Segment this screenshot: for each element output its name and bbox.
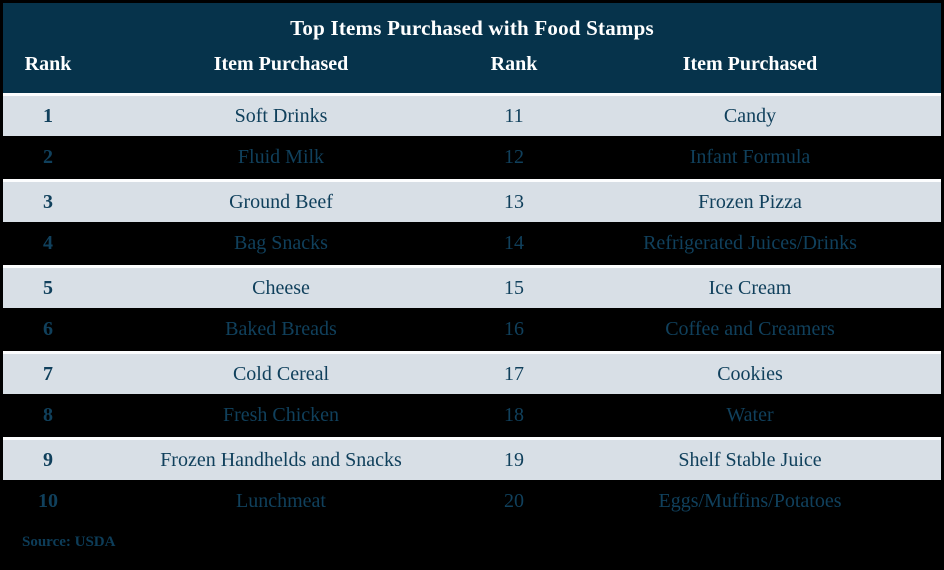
- rank-cell: 14: [504, 232, 524, 254]
- item-cell: Soft Drinks: [234, 104, 328, 127]
- item-cell: Cookies: [717, 362, 783, 385]
- rank-cell: 13: [504, 190, 524, 213]
- rank-cell: 8: [43, 404, 53, 426]
- item-cell: Fluid Milk: [237, 146, 325, 168]
- table-row: 4 Bag Snacks 14 Refrigerated Juices/Drin…: [3, 222, 941, 265]
- item-cell: Coffee and Creamers: [665, 318, 835, 340]
- column-header-rank-left: Rank: [24, 53, 72, 75]
- rank-cell: 17: [504, 362, 524, 385]
- rank-cell: 19: [504, 448, 524, 471]
- table-row: 1 Soft Drinks 11 Candy: [3, 93, 941, 136]
- column-header-rank-right: Rank: [490, 53, 538, 75]
- table-row: 2 Fluid Milk 12 Infant Formula: [3, 136, 941, 179]
- item-cell: Candy: [723, 104, 777, 127]
- table-row: 3 Ground Beef 13 Frozen Pizza: [3, 179, 941, 222]
- rank-cell: 6: [43, 318, 53, 340]
- rank-cell: 18: [504, 404, 524, 426]
- rank-cell: 11: [504, 104, 524, 127]
- item-cell: Refrigerated Juices/Drinks: [643, 232, 857, 254]
- item-cell: Cheese: [252, 276, 310, 299]
- table-row: 5 Cheese 15 Ice Cream: [3, 265, 941, 308]
- item-cell: Infant Formula: [689, 146, 811, 168]
- item-cell: Shelf Stable Juice: [678, 448, 822, 471]
- rank-cell: 9: [43, 448, 53, 471]
- table-row: 10 Lunchmeat 20 Eggs/Muffins/Potatoes: [3, 480, 941, 523]
- rank-cell: 3: [43, 190, 53, 213]
- rank-cell: 16: [504, 318, 524, 340]
- rank-cell: 2: [43, 146, 53, 168]
- rank-cell: 7: [43, 362, 53, 385]
- rank-cell: 5: [43, 276, 53, 299]
- item-cell: Eggs/Muffins/Potatoes: [658, 490, 842, 512]
- item-cell: Ice Cream: [708, 276, 792, 299]
- item-cell: Water: [726, 404, 774, 426]
- table-header: Top Items Purchased with Food Stamps Ran…: [3, 3, 941, 93]
- item-cell: Fresh Chicken: [222, 404, 340, 426]
- table-row: 9 Frozen Handhelds and Snacks 19 Shelf S…: [3, 437, 941, 480]
- column-header-item-right: Item Purchased: [682, 53, 818, 75]
- rank-cell: 20: [504, 490, 524, 512]
- rank-cell: 10: [38, 490, 58, 512]
- item-cell: Frozen Pizza: [698, 190, 802, 213]
- rank-cell: 12: [504, 146, 524, 168]
- table-row: 6 Baked Breads 16 Coffee and Creamers: [3, 308, 941, 351]
- item-cell: Ground Beef: [229, 190, 333, 213]
- item-cell: Bag Snacks: [234, 232, 328, 254]
- source-note: Source: USDA: [22, 534, 116, 550]
- rank-cell: 4: [43, 232, 53, 254]
- item-cell: Cold Cereal: [232, 362, 330, 385]
- table-title: Top Items Purchased with Food Stamps: [290, 16, 654, 40]
- column-header-item-left: Item Purchased: [213, 53, 349, 75]
- column-header-row: Rank Item Purchased Rank Item Purchased: [3, 41, 941, 88]
- item-cell: Lunchmeat: [236, 490, 326, 512]
- item-cell: Frozen Handhelds and Snacks: [160, 448, 402, 471]
- rank-cell: 15: [504, 276, 524, 299]
- table-row: 8 Fresh Chicken 18 Water: [3, 394, 941, 437]
- table-row: 7 Cold Cereal 17 Cookies: [3, 351, 941, 394]
- rank-cell: 1: [43, 104, 53, 127]
- item-cell: Baked Breads: [225, 318, 337, 340]
